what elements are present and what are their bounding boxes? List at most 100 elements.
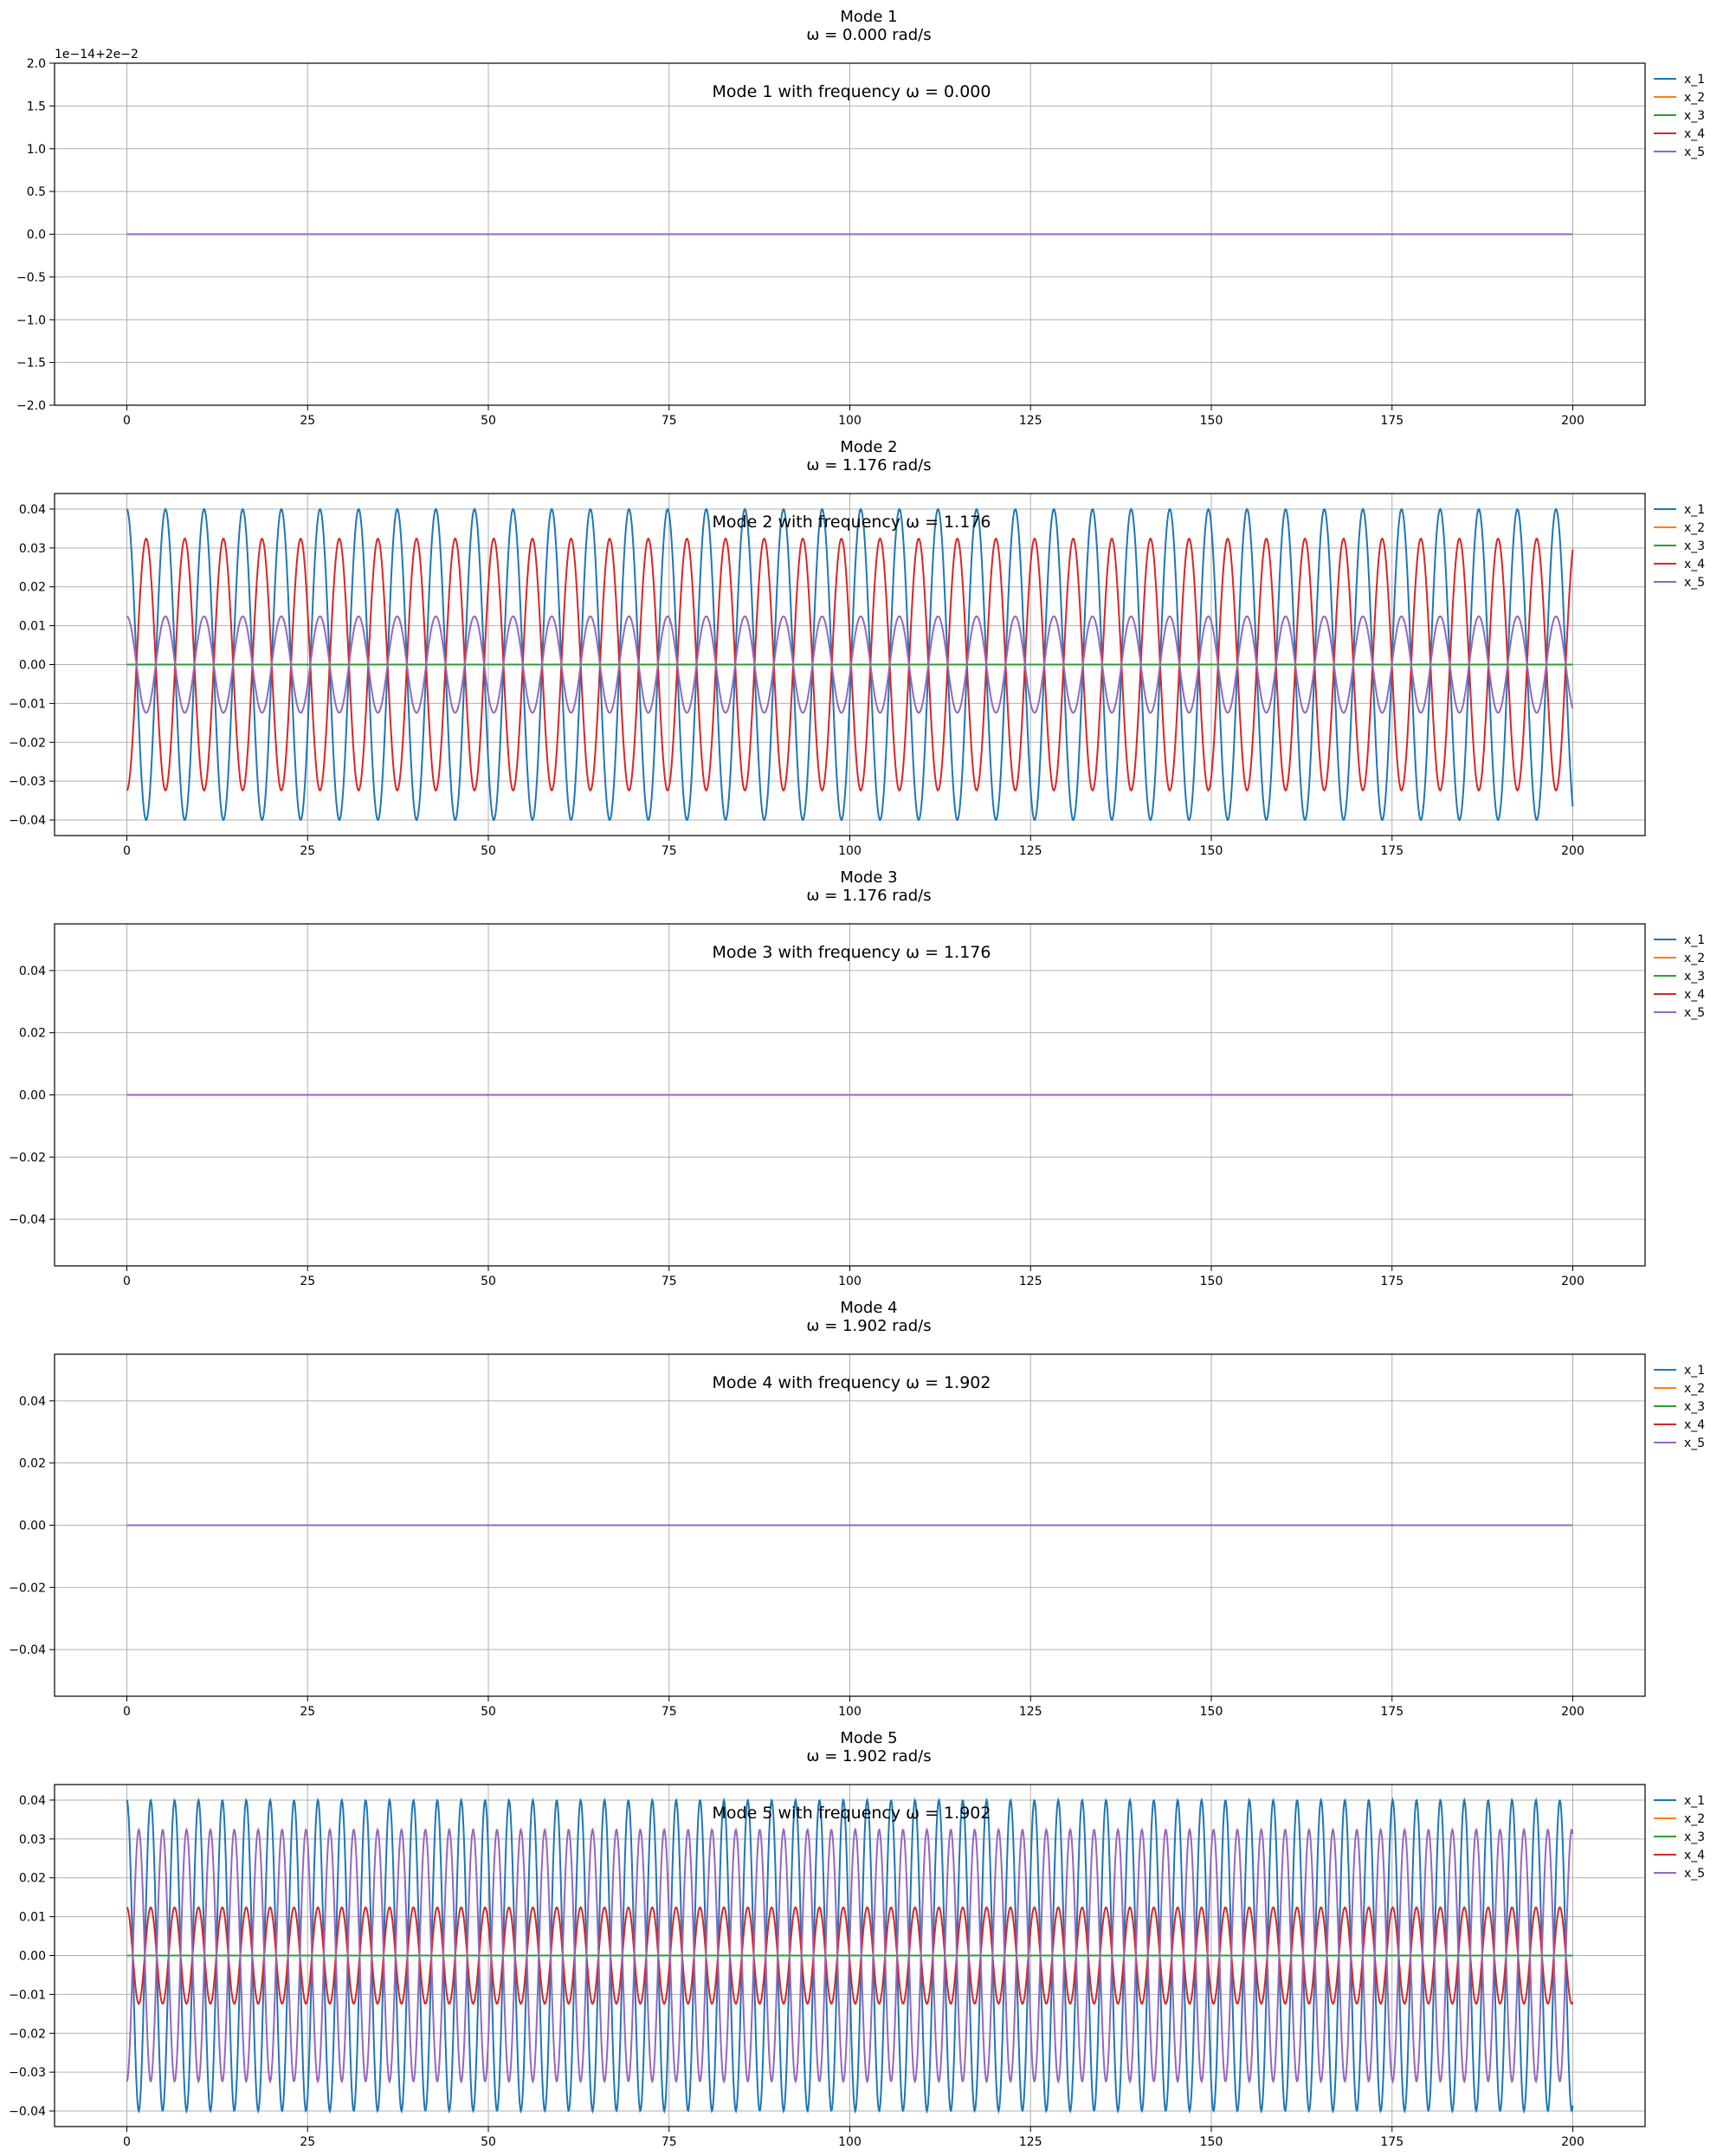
legend-label-x_5: x_5 — [1684, 1867, 1705, 1881]
x-tick-label: 50 — [481, 844, 496, 858]
legend-label-x_1: x_1 — [1684, 1364, 1705, 1378]
y-tick-label: 0.04 — [19, 965, 46, 978]
series-line-x_1 — [126, 1797, 1574, 2114]
panel-annotation: Mode 2 with frequency ω = 1.176 — [713, 513, 991, 532]
y-tick-label: 0.03 — [19, 542, 46, 556]
x-tick-label: 50 — [481, 1275, 496, 1288]
legend-label-x_4: x_4 — [1684, 988, 1705, 1002]
x-tick-label: 175 — [1380, 844, 1404, 858]
mode-panel-1: Mode 1ω = 0.000 rad/s 0 25 50 75 100 125 150 175… — [16, 8, 1705, 428]
panel-title: Mode 4 — [840, 1299, 897, 1317]
x-tick-label: 25 — [300, 844, 315, 858]
y-tick-label: −0.03 — [9, 2066, 46, 2080]
y-tick-label: 0.02 — [19, 1027, 46, 1041]
x-tick-label: 175 — [1380, 2135, 1404, 2149]
legend-label-x_5: x_5 — [1684, 576, 1705, 590]
x-tick-label: 25 — [300, 414, 315, 428]
x-tick-label: 150 — [1200, 414, 1223, 428]
x-tick-label: 175 — [1380, 414, 1404, 428]
legend-label-x_5: x_5 — [1684, 1006, 1705, 1020]
y-tick-label: 0.00 — [19, 659, 46, 673]
x-tick-label: 150 — [1200, 844, 1223, 858]
x-tick-label: 25 — [300, 1275, 315, 1288]
series-line-x_4 — [126, 537, 1574, 792]
y-tick-label: −0.02 — [9, 1151, 46, 1165]
x-tick-label: 100 — [838, 1275, 862, 1288]
x-tick-label: 75 — [661, 844, 677, 858]
mode-panel-5: Mode 5ω = 1.902 rad/s 0 25 50 75 100 125 150 175… — [9, 1729, 1705, 2149]
y-tick-label: −0.04 — [9, 2105, 46, 2119]
x-tick-label: 125 — [1019, 844, 1042, 858]
legend-label-x_4: x_4 — [1684, 558, 1705, 571]
y-tick-label: −0.04 — [9, 814, 46, 828]
y-tick-label: 0.01 — [19, 1911, 46, 1925]
mode-panel-3: Mode 3ω = 1.176 rad/s 0 25 50 75 100 125 150 175… — [9, 868, 1705, 1288]
legend-label-x_2: x_2 — [1684, 91, 1705, 105]
x-tick-label: 200 — [1561, 1705, 1584, 1719]
y-tick-label: 0.04 — [19, 503, 46, 517]
x-tick-label: 150 — [1200, 2135, 1223, 2149]
y-tick-label: −0.04 — [9, 1643, 46, 1657]
axis-offset-text: 1e−14+2e−2 — [55, 48, 139, 61]
panel-subtitle: ω = 1.176 rad/s — [806, 456, 931, 474]
series-group — [126, 1797, 1574, 2114]
series-group — [126, 507, 1574, 822]
legend-label-x_4: x_4 — [1684, 1418, 1705, 1432]
x-tick-label: 0 — [123, 2135, 131, 2149]
panel-title: Mode 2 — [840, 438, 897, 456]
x-tick-label: 75 — [661, 414, 677, 428]
series-line-x_1 — [126, 507, 1574, 822]
series-line-x_5 — [126, 615, 1574, 714]
x-tick-label: 100 — [838, 2135, 862, 2149]
y-tick-label: −1.0 — [16, 313, 46, 327]
y-tick-label: 0.04 — [19, 1794, 46, 1808]
y-tick-label: −2.0 — [16, 399, 46, 413]
x-tick-label: 200 — [1561, 1275, 1584, 1288]
y-tick-label: −0.02 — [9, 736, 46, 750]
panel-title: Mode 5 — [840, 1729, 897, 1747]
y-tick-label: 0.02 — [19, 1457, 46, 1471]
panel-subtitle: ω = 1.176 rad/s — [806, 887, 931, 905]
legend-label-x_1: x_1 — [1684, 933, 1705, 947]
legend-label-x_2: x_2 — [1684, 1382, 1705, 1396]
legend-label-x_3: x_3 — [1684, 539, 1705, 553]
x-tick-label: 125 — [1019, 2135, 1042, 2149]
legend-label-x_1: x_1 — [1684, 1794, 1705, 1808]
x-tick-label: 150 — [1200, 1275, 1223, 1288]
legend-label-x_5: x_5 — [1684, 1436, 1705, 1450]
y-tick-label: −0.02 — [9, 1581, 46, 1595]
x-tick-label: 100 — [838, 414, 862, 428]
x-tick-label: 0 — [123, 844, 131, 858]
y-tick-label: 0.5 — [27, 185, 46, 199]
legend-label-x_4: x_4 — [1684, 127, 1705, 141]
legend-label-x_3: x_3 — [1684, 109, 1705, 123]
y-tick-label: 0.04 — [19, 1395, 46, 1409]
x-tick-label: 50 — [481, 2135, 496, 2149]
panel-title: Mode 3 — [840, 868, 897, 887]
panel-annotation: Mode 5 with frequency ω = 1.902 — [713, 1804, 991, 1823]
y-tick-label: 0.02 — [19, 1872, 46, 1886]
x-tick-label: 200 — [1561, 414, 1584, 428]
x-tick-label: 100 — [838, 1705, 862, 1719]
x-tick-label: 0 — [123, 414, 131, 428]
x-tick-label: 175 — [1380, 1275, 1404, 1288]
x-tick-label: 100 — [838, 844, 862, 858]
series-line-x_5 — [126, 1827, 1574, 2084]
panel-subtitle: ω = 1.902 rad/s — [806, 1747, 931, 1765]
legend-label-x_4: x_4 — [1684, 1849, 1705, 1862]
legend-label-x_3: x_3 — [1684, 1830, 1705, 1844]
y-tick-label: 2.0 — [27, 57, 46, 71]
legend-label-x_2: x_2 — [1684, 521, 1705, 535]
x-tick-label: 25 — [300, 2135, 315, 2149]
panel-title: Mode 1 — [840, 8, 897, 26]
x-tick-label: 175 — [1380, 1705, 1404, 1719]
y-tick-label: −0.01 — [9, 1988, 46, 2002]
legend-label-x_1: x_1 — [1684, 503, 1705, 517]
legend-label-x_2: x_2 — [1684, 952, 1705, 965]
x-tick-label: 50 — [481, 414, 496, 428]
y-tick-label: 0.01 — [19, 620, 46, 634]
x-tick-label: 75 — [661, 2135, 677, 2149]
panel-annotation: Mode 4 with frequency ω = 1.902 — [713, 1373, 991, 1392]
y-tick-label: 0.0 — [27, 229, 46, 242]
